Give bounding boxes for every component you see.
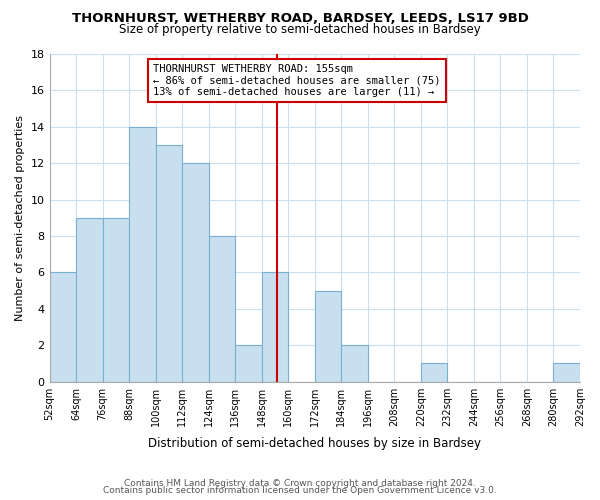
Bar: [182, 163, 209, 382]
Bar: [129, 127, 155, 382]
Bar: [50, 272, 76, 382]
Bar: [76, 218, 103, 382]
Bar: [262, 272, 288, 382]
Bar: [315, 290, 341, 382]
Text: THORNHURST, WETHERBY ROAD, BARDSEY, LEEDS, LS17 9BD: THORNHURST, WETHERBY ROAD, BARDSEY, LEED…: [71, 12, 529, 26]
Text: Contains HM Land Registry data © Crown copyright and database right 2024.: Contains HM Land Registry data © Crown c…: [124, 478, 476, 488]
Bar: [155, 145, 182, 382]
Bar: [341, 345, 368, 382]
Bar: [553, 364, 580, 382]
Bar: [209, 236, 235, 382]
Bar: [421, 364, 448, 382]
Text: THORNHURST WETHERBY ROAD: 155sqm
← 86% of semi-detached houses are smaller (75)
: THORNHURST WETHERBY ROAD: 155sqm ← 86% o…: [153, 64, 440, 97]
Bar: [235, 345, 262, 382]
X-axis label: Distribution of semi-detached houses by size in Bardsey: Distribution of semi-detached houses by …: [148, 437, 481, 450]
Text: Size of property relative to semi-detached houses in Bardsey: Size of property relative to semi-detach…: [119, 24, 481, 36]
Bar: [103, 218, 129, 382]
Y-axis label: Number of semi-detached properties: Number of semi-detached properties: [15, 115, 25, 321]
Text: Contains public sector information licensed under the Open Government Licence v3: Contains public sector information licen…: [103, 486, 497, 495]
